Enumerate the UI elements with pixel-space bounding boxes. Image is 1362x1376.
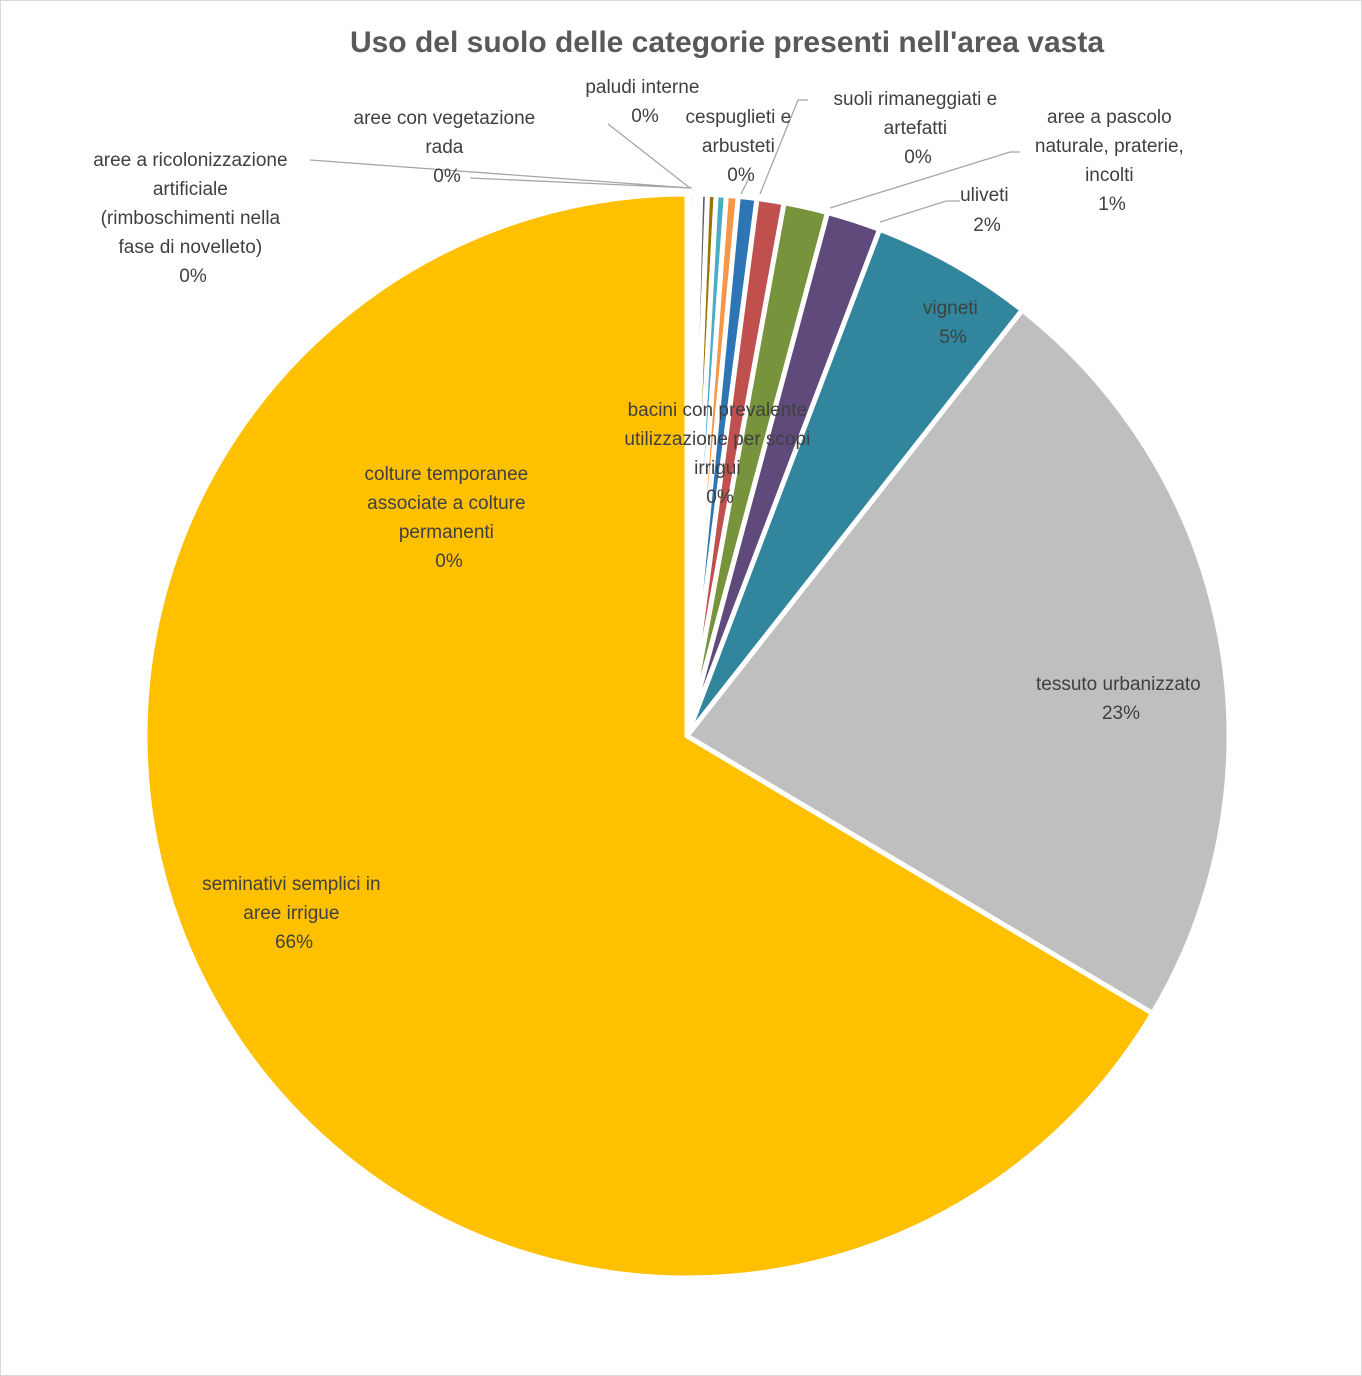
chart-title: Uso del suolo delle categorie presenti n… (350, 26, 1104, 59)
leader-line-ricolonizzazione (309, 159, 691, 189)
data-label-suoli: suoli rimaneggiati e artefatti 0% (834, 89, 1003, 168)
leader-line-cespuglieti (740, 175, 751, 195)
leader-line-suoli-a (759, 99, 808, 195)
pie-slices (142, 191, 1232, 1281)
data-label-pascolo: aree a pascolo naturale, praterie, incol… (1035, 107, 1189, 215)
leader-line-uliveti (879, 200, 960, 223)
pie-slice-12 (684, 226, 1025, 739)
data-label-bacini: bacini con prevalente utilizzazione per … (624, 400, 815, 508)
data-label-paludi: paludi interne 0% (585, 77, 704, 127)
leader-line-pascolo (829, 151, 1020, 209)
data-label-vigneti: vigneti 5% (923, 298, 983, 348)
data-label-ricolonizzazione: aree a ricolonizzazione artificiale (rim… (93, 150, 293, 287)
data-label-cespuglieti: cespuglieti e arbusteti 0% (686, 107, 797, 186)
data-label-vegetazione: aree con vegetazione rada 0% (354, 108, 541, 187)
data-label-tessuto: tessuto urbanizzato 23% (1036, 674, 1206, 724)
data-labels: seminativi semplici in aree irrigue 66% … (93, 77, 1206, 953)
leader-lines (309, 99, 1020, 223)
data-label-uliveti: uliveti 2% (960, 185, 1014, 236)
leader-line-vegetazione (469, 177, 693, 189)
data-label-colture: colture temporanee associate a colture p… (365, 464, 534, 572)
leader-line-paludi (607, 123, 691, 189)
data-label-seminativi: seminativi semplici in aree irrigue 66% (202, 874, 386, 953)
pie-slice-14 (142, 191, 1156, 1281)
pie-slice-13 (684, 307, 1232, 1016)
